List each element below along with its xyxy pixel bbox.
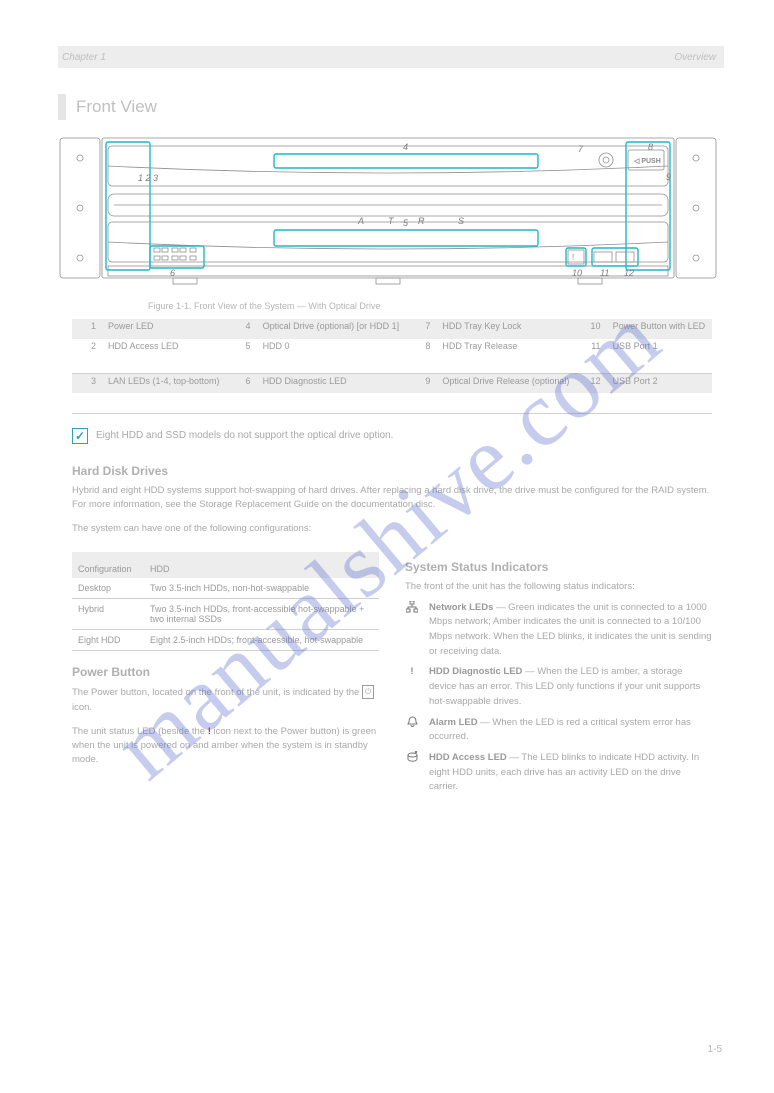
power-p1b: icon. <box>72 702 92 713</box>
power-icon: ⏻ <box>362 685 374 699</box>
section-title-marker <box>58 94 66 120</box>
hdd-p1: Hybrid and eight HDD systems support hot… <box>72 484 712 513</box>
pt-t: HDD Diagnostic LED <box>257 373 407 393</box>
pt-t: HDD Access LED <box>102 339 227 373</box>
page-content: Chapter 1 Overview Front View .hl{fill:n… <box>0 0 774 841</box>
cfg-cell: Desktop <box>72 578 144 599</box>
pt-n: 2 <box>72 339 102 373</box>
pt-n: 11 <box>577 339 607 373</box>
svg-text:A: A <box>357 216 364 226</box>
svg-text:10: 10 <box>572 268 582 278</box>
config-table: Configuration HDD Desktop Two 3.5-inch H… <box>72 552 379 651</box>
svg-text:R: R <box>418 216 425 226</box>
left-column: Configuration HDD Desktop Two 3.5-inch H… <box>72 546 379 801</box>
status-b: HDD Access LED <box>429 752 507 763</box>
cfg-cell: Hybrid <box>72 599 144 630</box>
svg-text:S: S <box>458 216 464 226</box>
svg-text:5: 5 <box>403 218 409 228</box>
pt-n: 10 <box>577 319 607 339</box>
pt-t: USB Port 2 <box>607 373 712 393</box>
cfg-hdr-2: HDD <box>144 552 379 578</box>
hdd-p2: The system can have one of the following… <box>72 522 712 536</box>
svg-text:6: 6 <box>170 268 175 278</box>
check-icon: ✓ <box>72 428 88 444</box>
status-intro: The front of the unit has the following … <box>405 580 712 594</box>
pt-n: 12 <box>577 373 607 393</box>
right-column: System Status Indicators The front of th… <box>405 546 712 801</box>
network-icon <box>405 601 419 660</box>
status-list: Network LEDs — Green indicates the unit … <box>405 601 712 796</box>
power-p1a: The Power button, located on the front o… <box>72 687 362 698</box>
svg-text:◁ PUSH: ◁ PUSH <box>633 158 661 165</box>
svg-text:8: 8 <box>648 142 653 152</box>
warn-icon: ! <box>405 665 419 709</box>
section-title-text: Front View <box>76 97 157 117</box>
pt-n: 1 <box>72 319 102 339</box>
svg-text:!: ! <box>572 253 574 262</box>
pt-n: 7 <box>406 319 436 339</box>
svg-text:4: 4 <box>403 142 408 152</box>
status-heading: System Status Indicators <box>405 560 712 574</box>
disk-icon <box>405 751 419 795</box>
hdd-heading: Hard Disk Drives <box>72 464 724 478</box>
svg-text:12: 12 <box>624 268 634 278</box>
pt-n: 9 <box>406 373 436 393</box>
cfg-cell: Eight HDD <box>72 630 144 651</box>
parts-table: 1Power LED 4Optical Drive (optional) [or… <box>72 319 712 414</box>
page-number: 1-5 <box>708 1044 722 1055</box>
pt-t: USB Port 1 <box>607 339 712 373</box>
svg-text:1 2 3: 1 2 3 <box>138 173 158 183</box>
pt-n: 5 <box>227 339 257 373</box>
pt-n: 6 <box>227 373 257 393</box>
status-item: Network LEDs — Green indicates the unit … <box>405 601 712 660</box>
pt-n: 4 <box>227 319 257 339</box>
svg-text:7: 7 <box>578 144 584 154</box>
note-block: ✓ Eight HDD and SSD models do not suppor… <box>72 428 724 444</box>
section-title: Front View <box>58 94 724 120</box>
bell-icon <box>405 716 419 745</box>
pt-t: HDD Tray Key Lock <box>436 319 576 339</box>
status-item: ! HDD Diagnostic LED — When the LED is a… <box>405 665 712 709</box>
pt-t: Power LED <box>102 319 227 339</box>
cfg-cell: Two 3.5-inch HDDs, front-accessible hot-… <box>144 599 379 630</box>
pt-t: Optical Drive Release (optional) <box>436 373 576 393</box>
status-b: Alarm LED <box>429 717 478 728</box>
pt-t: Power Button with LED <box>607 319 712 339</box>
status-b: Network LEDs <box>429 602 493 613</box>
svg-text:T: T <box>388 216 395 226</box>
pt-n: 8 <box>406 339 436 373</box>
figure-caption: Figure 1-1. Front View of the System — W… <box>148 301 724 311</box>
power-p2: The unit status LED (beside the ! icon n… <box>72 725 379 768</box>
chapter-right: Overview <box>674 52 716 63</box>
power-p2a: The unit status LED (beside the <box>72 726 208 737</box>
status-item: Alarm LED — When the LED is red a critic… <box>405 716 712 745</box>
pt-t: HDD Tray Release <box>436 339 576 373</box>
pt-t: HDD 0 <box>257 339 407 373</box>
cfg-cell: Two 3.5-inch HDDs, non-hot-swappable <box>144 578 379 599</box>
svg-text:11: 11 <box>600 268 609 278</box>
device-figure: .hl{fill:none;stroke:#1fb7c7;stroke-widt… <box>58 136 718 290</box>
pt-t: LAN LEDs (1-4, top-bottom) <box>102 373 227 393</box>
cfg-hdr-1: Configuration <box>72 552 144 578</box>
note-text: Eight HDD and SSD models do not support … <box>96 428 393 443</box>
power-p1: The Power button, located on the front o… <box>72 685 379 715</box>
svg-text:9: 9 <box>666 172 671 182</box>
warn-icon: ! <box>208 726 211 737</box>
status-b: HDD Diagnostic LED <box>429 666 522 677</box>
chapter-left: Chapter 1 <box>62 52 106 63</box>
cfg-cell: Eight 2.5-inch HDDs; front-accessible, h… <box>144 630 379 651</box>
chapter-header: Chapter 1 Overview <box>58 46 724 68</box>
pt-t: Optical Drive (optional) [or HDD 1] <box>257 319 407 339</box>
status-item: HDD Access LED — The LED blinks to indic… <box>405 751 712 795</box>
power-heading: Power Button <box>72 665 379 679</box>
pt-n: 3 <box>72 373 102 393</box>
